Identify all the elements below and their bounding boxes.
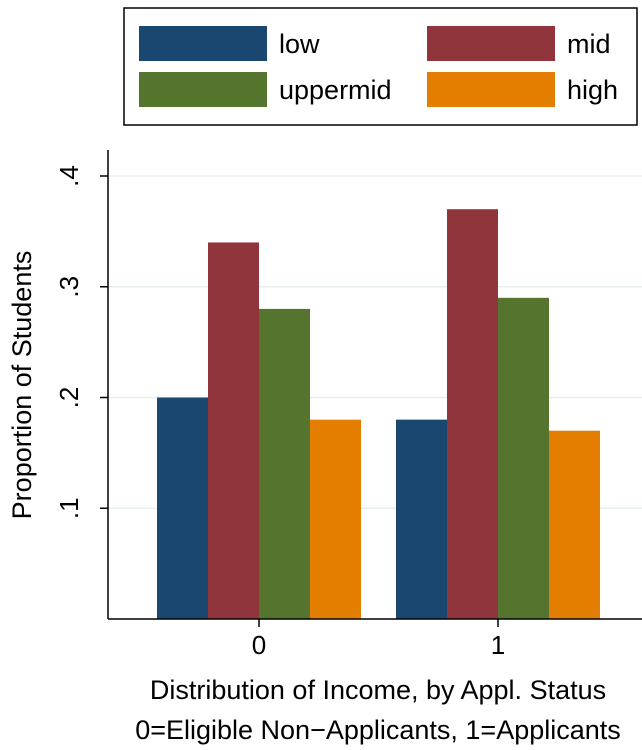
bars <box>157 209 600 619</box>
legend-label-low: low <box>279 29 320 59</box>
bar-uppermid-1 <box>498 297 549 619</box>
x-tick-label: 0 <box>252 630 266 660</box>
x-axis-subtitle: 0=Eligible Non−Applicants, 1=Applicants <box>135 715 621 745</box>
legend-label-high: high <box>567 75 618 105</box>
legend-swatch-uppermid <box>139 72 267 107</box>
y-tick-label: .2 <box>54 387 84 409</box>
bar-high-0 <box>310 419 361 619</box>
bar-low-1 <box>396 419 447 619</box>
y-axis-title: Proportion of Students <box>7 251 37 520</box>
bar-mid-1 <box>447 209 498 619</box>
x-tick-label: 1 <box>491 630 505 660</box>
legend-swatch-low <box>139 26 267 61</box>
legend-label-uppermid: uppermid <box>279 75 392 105</box>
y-tick-label: .1 <box>54 497 84 519</box>
legend-box <box>123 7 638 126</box>
bar-uppermid-0 <box>259 308 310 619</box>
x-axis-title: Distribution of Income, by Appl. Status <box>150 675 606 705</box>
y-tick-label: .4 <box>54 165 84 187</box>
y-tick-label: .3 <box>54 276 84 298</box>
legend-swatch-high <box>427 72 555 107</box>
legend-label-mid: mid <box>567 29 611 59</box>
legend-swatch-mid <box>427 26 555 61</box>
bar-high-1 <box>549 430 600 619</box>
bar-low-0 <box>157 397 208 619</box>
bar-mid-0 <box>208 242 259 619</box>
legend: low mid uppermid high <box>123 7 638 126</box>
y-axis-ticks: .1 .2 .3 .4 <box>54 165 108 519</box>
